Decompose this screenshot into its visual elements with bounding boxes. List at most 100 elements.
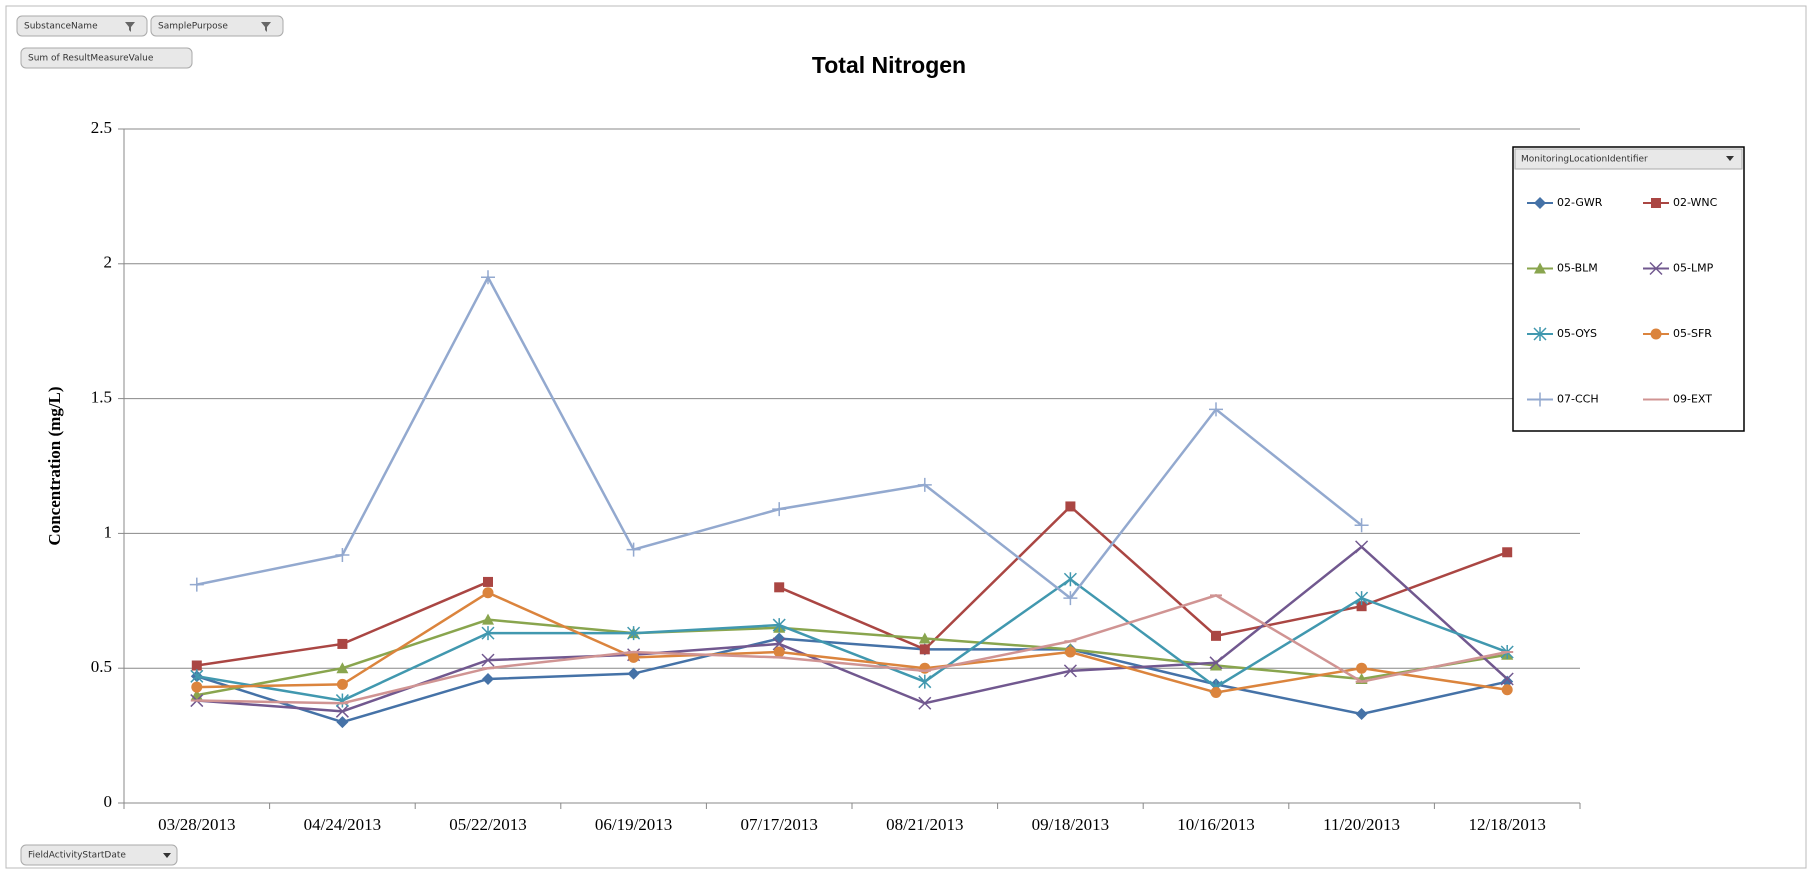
series (189, 270, 1369, 606)
value-field-button[interactable] (20, 47, 193, 69)
y-tick-label: 2.5 (91, 118, 112, 137)
y-tick-label: 0 (104, 792, 113, 811)
marker (1355, 708, 1368, 721)
legend-label: 05-LMP (1673, 262, 1714, 275)
dropdown-arrow (1726, 156, 1734, 161)
filter-button[interactable] (16, 15, 148, 37)
marker (1063, 664, 1077, 678)
x-tick-label: 05/22/2013 (449, 815, 526, 834)
marker (773, 646, 785, 658)
x-tick-label: 04/24/2013 (304, 815, 381, 834)
marker (918, 632, 931, 644)
marker (1065, 501, 1076, 512)
marker (1501, 675, 1514, 688)
marker (1355, 540, 1369, 554)
legend-label: 09-EXT (1673, 393, 1712, 406)
marker (918, 696, 932, 710)
marker (482, 587, 494, 599)
marker (918, 674, 932, 689)
marker (336, 662, 349, 674)
marker (1501, 684, 1513, 696)
marker (772, 637, 786, 651)
x-tick-label: 06/19/2013 (595, 815, 672, 834)
marker (1502, 547, 1513, 558)
legend-marker (1534, 197, 1546, 209)
value-field-button-label: Sum of ResultMeasureValue (28, 54, 154, 64)
y-tick-label: 0.5 (91, 657, 112, 676)
x-tick-label: 08/21/2013 (886, 815, 963, 834)
marker (337, 638, 348, 649)
x-tick-label: 10/16/2013 (1177, 815, 1254, 834)
axis-field-button-label: FieldActivityStartDate (28, 851, 126, 861)
marker (335, 693, 349, 708)
legend-field-label: MonitoringLocationIdentifier (1521, 155, 1648, 165)
x-tick-label: 12/18/2013 (1468, 815, 1545, 834)
legend-label: 02-WNC (1673, 196, 1718, 209)
filter-button-icon (261, 22, 271, 32)
filter-button[interactable] (150, 15, 284, 37)
filter-button-icon (125, 22, 135, 32)
marker (919, 644, 930, 655)
legend-label: 05-SFR (1673, 327, 1712, 340)
y-tick-label: 2 (104, 253, 113, 272)
x-tick-label: 09/18/2013 (1032, 815, 1109, 834)
marker (483, 576, 493, 587)
y-axis-label: Concentration (mg/L) (45, 386, 64, 545)
legend-field-button[interactable] (1514, 148, 1743, 170)
axis-field-button[interactable] (20, 844, 178, 866)
legend-marker (1650, 328, 1662, 340)
chart-title: Total Nitrogen (812, 52, 966, 78)
marker (336, 678, 348, 690)
marker (481, 653, 495, 667)
x-tick-label: 11/20/2013 (1323, 815, 1400, 834)
series-line (196, 577, 1508, 702)
marker (1211, 630, 1221, 641)
marker (1064, 646, 1076, 658)
series (191, 501, 1513, 671)
legend-label: 02-GWR (1557, 196, 1603, 209)
marker (1356, 662, 1368, 674)
legend-marker (1533, 392, 1547, 407)
y-tick-label: 1.5 (91, 388, 112, 407)
legend-label: 05-BLM (1557, 262, 1598, 275)
series-line (196, 637, 1508, 724)
y-tick-label: 1 (104, 522, 113, 541)
marker (774, 582, 785, 593)
dropdown-arrow (163, 853, 171, 858)
x-tick-label: 07/17/2013 (740, 815, 817, 834)
marker (627, 667, 640, 680)
marker (482, 672, 494, 685)
marker (1500, 672, 1514, 686)
series-line (196, 618, 1508, 697)
marker (336, 716, 349, 729)
marker (1355, 591, 1369, 606)
legend-marker (1651, 198, 1661, 208)
marker (190, 669, 204, 684)
series (190, 594, 1514, 705)
marker (627, 626, 641, 641)
marker (1210, 686, 1222, 698)
legend-marker (1533, 327, 1547, 341)
marker (481, 270, 495, 285)
marker (628, 651, 640, 663)
legend-label: 07-CCH (1557, 393, 1599, 406)
marker (772, 618, 786, 633)
marker (1063, 591, 1078, 606)
marker (191, 660, 202, 671)
series (191, 587, 1513, 698)
legend-marker (1649, 261, 1663, 276)
marker (917, 477, 932, 492)
series-line (196, 594, 1508, 705)
series-line (196, 591, 1508, 694)
legend-label: 05-OYS (1557, 327, 1597, 340)
chart-area (5, 5, 1807, 869)
filter-button-label: SamplePurpose (158, 22, 228, 32)
filter-button-label: SubstanceName (24, 22, 98, 32)
marker (626, 542, 641, 557)
marker (1209, 656, 1223, 670)
marker (1063, 572, 1077, 587)
legend (1512, 146, 1745, 432)
marker (335, 547, 350, 562)
